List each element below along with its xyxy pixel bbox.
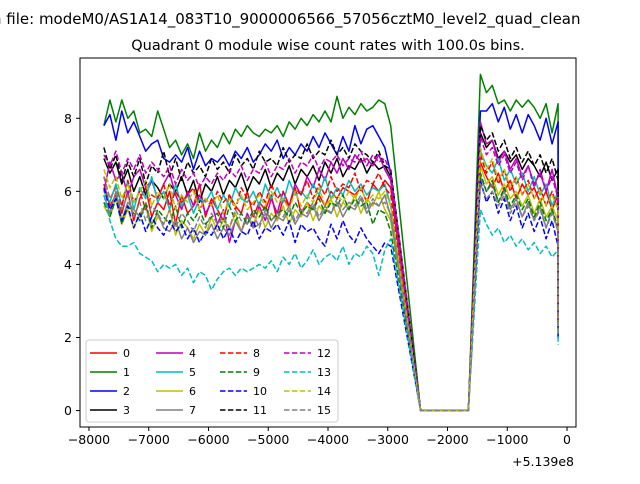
series-line-5	[103, 150, 559, 412]
legend-label-0: 0	[123, 347, 130, 360]
x-tick-label: −6000	[187, 432, 229, 447]
x-tick-label: 0	[563, 432, 571, 447]
x-tick-label: −8000	[68, 432, 110, 447]
x-tick-label: −1000	[486, 432, 528, 447]
legend-label-12: 12	[317, 347, 331, 360]
y-tick-label: 2	[64, 330, 72, 345]
legend-label-3: 3	[123, 404, 130, 417]
legend-label-4: 4	[189, 347, 196, 360]
series-line-2	[103, 102, 559, 412]
x-tick-label: −7000	[128, 432, 170, 447]
series-line-1	[103, 73, 559, 412]
series-line-15	[103, 176, 559, 412]
series-line-3	[103, 132, 559, 412]
series-line-11	[103, 124, 559, 412]
legend-label-5: 5	[189, 366, 196, 379]
legend-label-11: 11	[253, 404, 267, 417]
x-tick-label: −5000	[247, 432, 289, 447]
y-axis: 0 2 4 6 8	[64, 111, 80, 418]
y-tick-label: 6	[64, 184, 72, 199]
x-offset-label: +5.139e8	[512, 454, 574, 469]
series-line-14	[103, 146, 559, 412]
x-tick-label: −3000	[367, 432, 409, 447]
x-tick-label: −2000	[426, 432, 468, 447]
legend-box	[85, 339, 339, 423]
figure-suptitle: n file: modeM0/AS1A14_083T10_9000006566_…	[0, 10, 581, 29]
legend-label-7: 7	[189, 404, 196, 417]
y-tick-label: 8	[64, 111, 72, 126]
legend-label-13: 13	[317, 366, 331, 379]
legend-label-10: 10	[253, 385, 267, 398]
legend-label-14: 14	[317, 385, 331, 398]
x-tick-label: −4000	[307, 432, 349, 447]
series-line-12	[103, 135, 559, 412]
legend-label-1: 1	[123, 366, 130, 379]
series-line-10	[103, 179, 559, 412]
series-line-8	[103, 154, 559, 412]
series-line-9	[103, 172, 559, 412]
legend-label-15: 15	[317, 404, 331, 417]
chart-title: Quadrant 0 module wise count rates with …	[131, 38, 525, 54]
y-tick-label: 4	[64, 257, 72, 272]
legend-label-9: 9	[253, 366, 260, 379]
x-axis: −8000 −7000 −6000 −5000 −4000 −3000 −2000 −1000…	[68, 427, 571, 447]
series-group	[103, 73, 559, 412]
legend-label-2: 2	[123, 385, 130, 398]
y-tick-label: 0	[64, 403, 72, 418]
series-line-0	[103, 161, 559, 412]
legend-label-6: 6	[189, 385, 196, 398]
legend-label-8: 8	[253, 347, 260, 360]
series-line-13	[103, 194, 559, 412]
